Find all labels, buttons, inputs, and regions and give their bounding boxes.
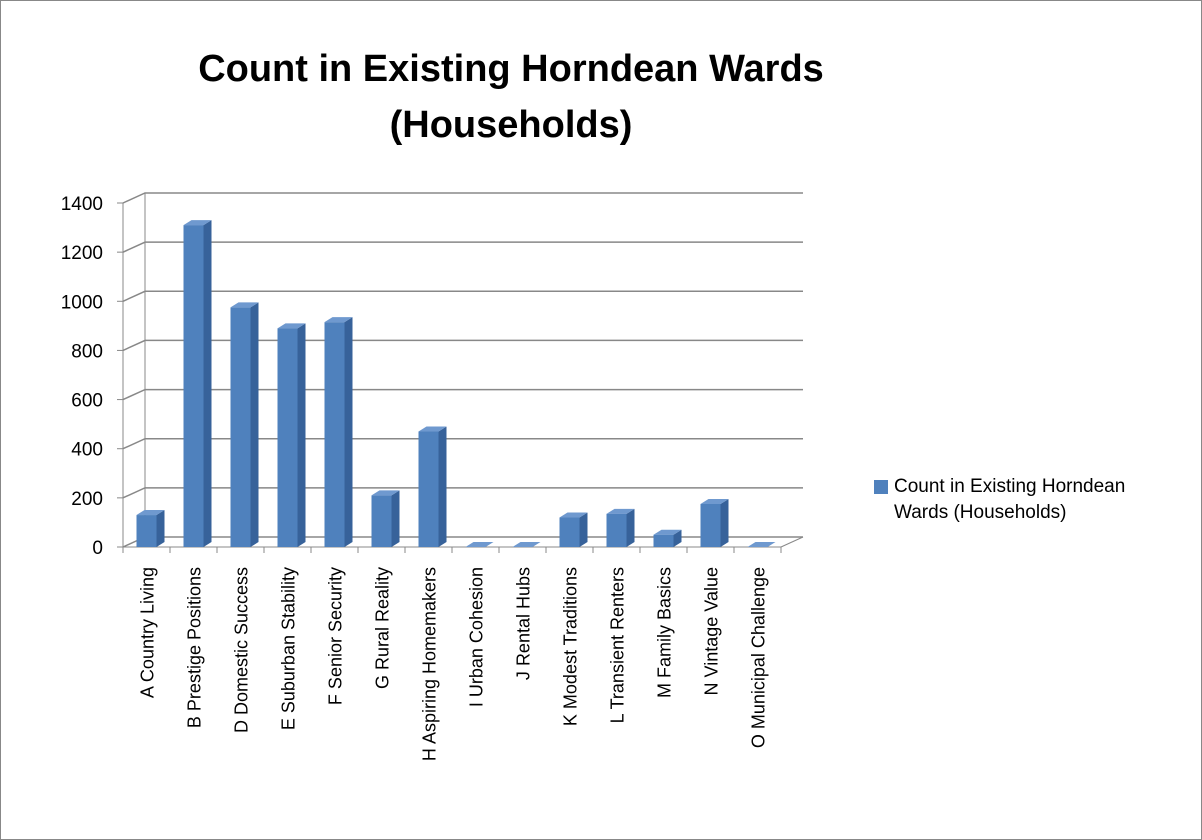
grid-line xyxy=(122,437,803,450)
bar-side xyxy=(720,499,729,547)
x-tick-label: N Vintage Value xyxy=(702,567,722,695)
bar-side xyxy=(438,426,447,547)
x-tick-label: I Urban Cohesion xyxy=(467,567,487,707)
bar-side xyxy=(579,512,588,547)
bar-top xyxy=(512,542,541,547)
bar-top xyxy=(136,510,165,516)
bar-top xyxy=(418,426,447,432)
bar xyxy=(230,307,251,547)
chart-title: Count in Existing Horndean Wards (Househ… xyxy=(198,48,824,146)
grid-line xyxy=(122,241,803,253)
bar-top xyxy=(371,490,400,496)
bar-side xyxy=(673,529,682,547)
x-tick-label: E Suburban Stability xyxy=(279,567,299,730)
grid-line xyxy=(122,487,803,499)
y-tick-label: 400 xyxy=(71,440,103,461)
x-tick-label: A Country Living xyxy=(138,567,158,698)
x-tick-label: H Aspiring Homemakers xyxy=(420,567,440,761)
bar-side xyxy=(626,508,635,547)
y-tick-label: 800 xyxy=(71,341,103,362)
bar xyxy=(371,495,392,547)
grid-line xyxy=(122,290,803,302)
bar-top xyxy=(700,499,729,504)
y-tick-label: 1400 xyxy=(61,194,103,215)
bar-top xyxy=(559,512,588,518)
x-tick-label: F Senior Security xyxy=(326,567,346,705)
bar-top xyxy=(183,220,212,226)
grid-line xyxy=(122,192,803,204)
bar-top xyxy=(230,302,259,308)
x-tick-label: L Transient Renters xyxy=(608,567,628,723)
bar xyxy=(653,534,674,547)
bar xyxy=(277,328,298,547)
x-tick-label: G Rural Reality xyxy=(373,567,393,689)
y-tick-label: 0 xyxy=(92,538,103,559)
bar-side xyxy=(344,317,353,547)
x-tick-label: J Rental Hubs xyxy=(514,567,534,680)
bar-top xyxy=(277,323,306,329)
bar-side xyxy=(203,220,212,547)
x-tick-label: M Family Basics xyxy=(655,567,675,698)
bar-top xyxy=(747,542,776,547)
bar xyxy=(183,225,204,547)
x-tick-label: K Modest Traditions xyxy=(561,567,581,726)
bar-side xyxy=(391,490,400,547)
bar xyxy=(606,513,627,547)
bar xyxy=(418,431,439,547)
y-tick-label: 1000 xyxy=(61,292,103,313)
bar xyxy=(324,322,345,547)
y-tick-label: 600 xyxy=(71,391,103,412)
legend-label: Count in Existing Horndean Wards (Househ… xyxy=(894,476,1126,523)
bar-top xyxy=(606,508,635,514)
x-tick-label: B Prestige Positions xyxy=(185,567,205,728)
bar-top xyxy=(653,529,682,535)
x-tick-label: O Municipal Challenge xyxy=(749,567,769,748)
bar-top xyxy=(465,542,494,547)
bar-top xyxy=(324,317,353,323)
grid-line xyxy=(122,339,803,352)
bar-side xyxy=(297,323,306,547)
bar xyxy=(136,515,157,547)
y-tick-label: 200 xyxy=(71,489,103,510)
x-tick-label: D Domestic Success xyxy=(232,567,252,733)
y-tick-label: 1200 xyxy=(61,243,103,264)
legend-swatch xyxy=(874,480,888,494)
bar xyxy=(559,517,580,547)
floor-edge xyxy=(780,536,804,548)
bar xyxy=(700,504,721,547)
grid-line xyxy=(122,388,803,401)
bar-side xyxy=(250,302,259,547)
bar-side xyxy=(156,510,165,547)
